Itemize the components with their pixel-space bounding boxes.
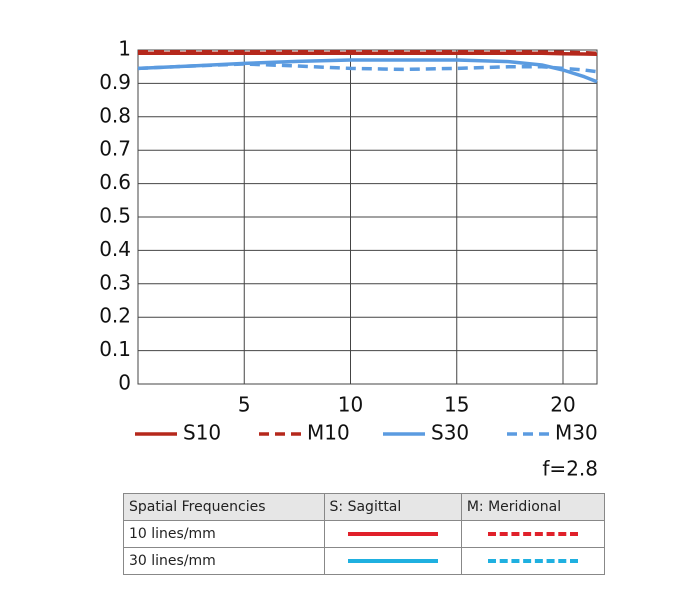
y-tick-label: 0.5 [99, 204, 131, 228]
table-header: M: Meridional [460, 493, 606, 521]
series-line [138, 49, 598, 56]
line-sample [347, 559, 438, 563]
annotation: f=2.8 [542, 457, 598, 481]
y-tick-label: 0.2 [99, 304, 131, 328]
legend-label: M10 [307, 421, 350, 445]
line-sample [347, 532, 438, 536]
table-header: S: Sagittal [323, 493, 462, 521]
line-sample [487, 559, 578, 563]
series-line [137, 62, 598, 74]
y-tick-label: 0.6 [99, 170, 131, 194]
y-tick-label: 0.8 [99, 103, 131, 127]
line-sample [487, 532, 578, 536]
table-cell: 30 lines/mm [123, 547, 325, 575]
x-tick-label: 5 [238, 393, 251, 417]
x-tick-label: 10 [338, 393, 363, 417]
y-tick-label: 1 [118, 37, 131, 61]
series-line [137, 58, 598, 84]
y-tick-label: 0.3 [99, 270, 131, 294]
y-tick-label: 0.9 [99, 70, 131, 94]
y-tick-label: 0.7 [99, 137, 131, 161]
legend-label: S10 [183, 421, 221, 445]
y-tick-label: 0.4 [99, 237, 131, 261]
table-header: Spatial Frequencies [123, 493, 325, 521]
y-tick-label: 0.1 [99, 337, 131, 361]
chart: f=2.8 00.10.20.30.40.50.60.70.80.915 10 15… [99, 37, 598, 481]
x-tick-label: 15 [444, 393, 469, 417]
y-tick-label: 0 [118, 371, 131, 395]
x-tick-label: 20 [550, 393, 575, 417]
table-cell: 10 lines/mm [123, 520, 325, 548]
legend-label: S30 [431, 421, 469, 445]
legend-label: M30 [555, 421, 598, 445]
legend-table: Spatial Frequencies S: Sagittal M: Merid… [123, 493, 606, 575]
